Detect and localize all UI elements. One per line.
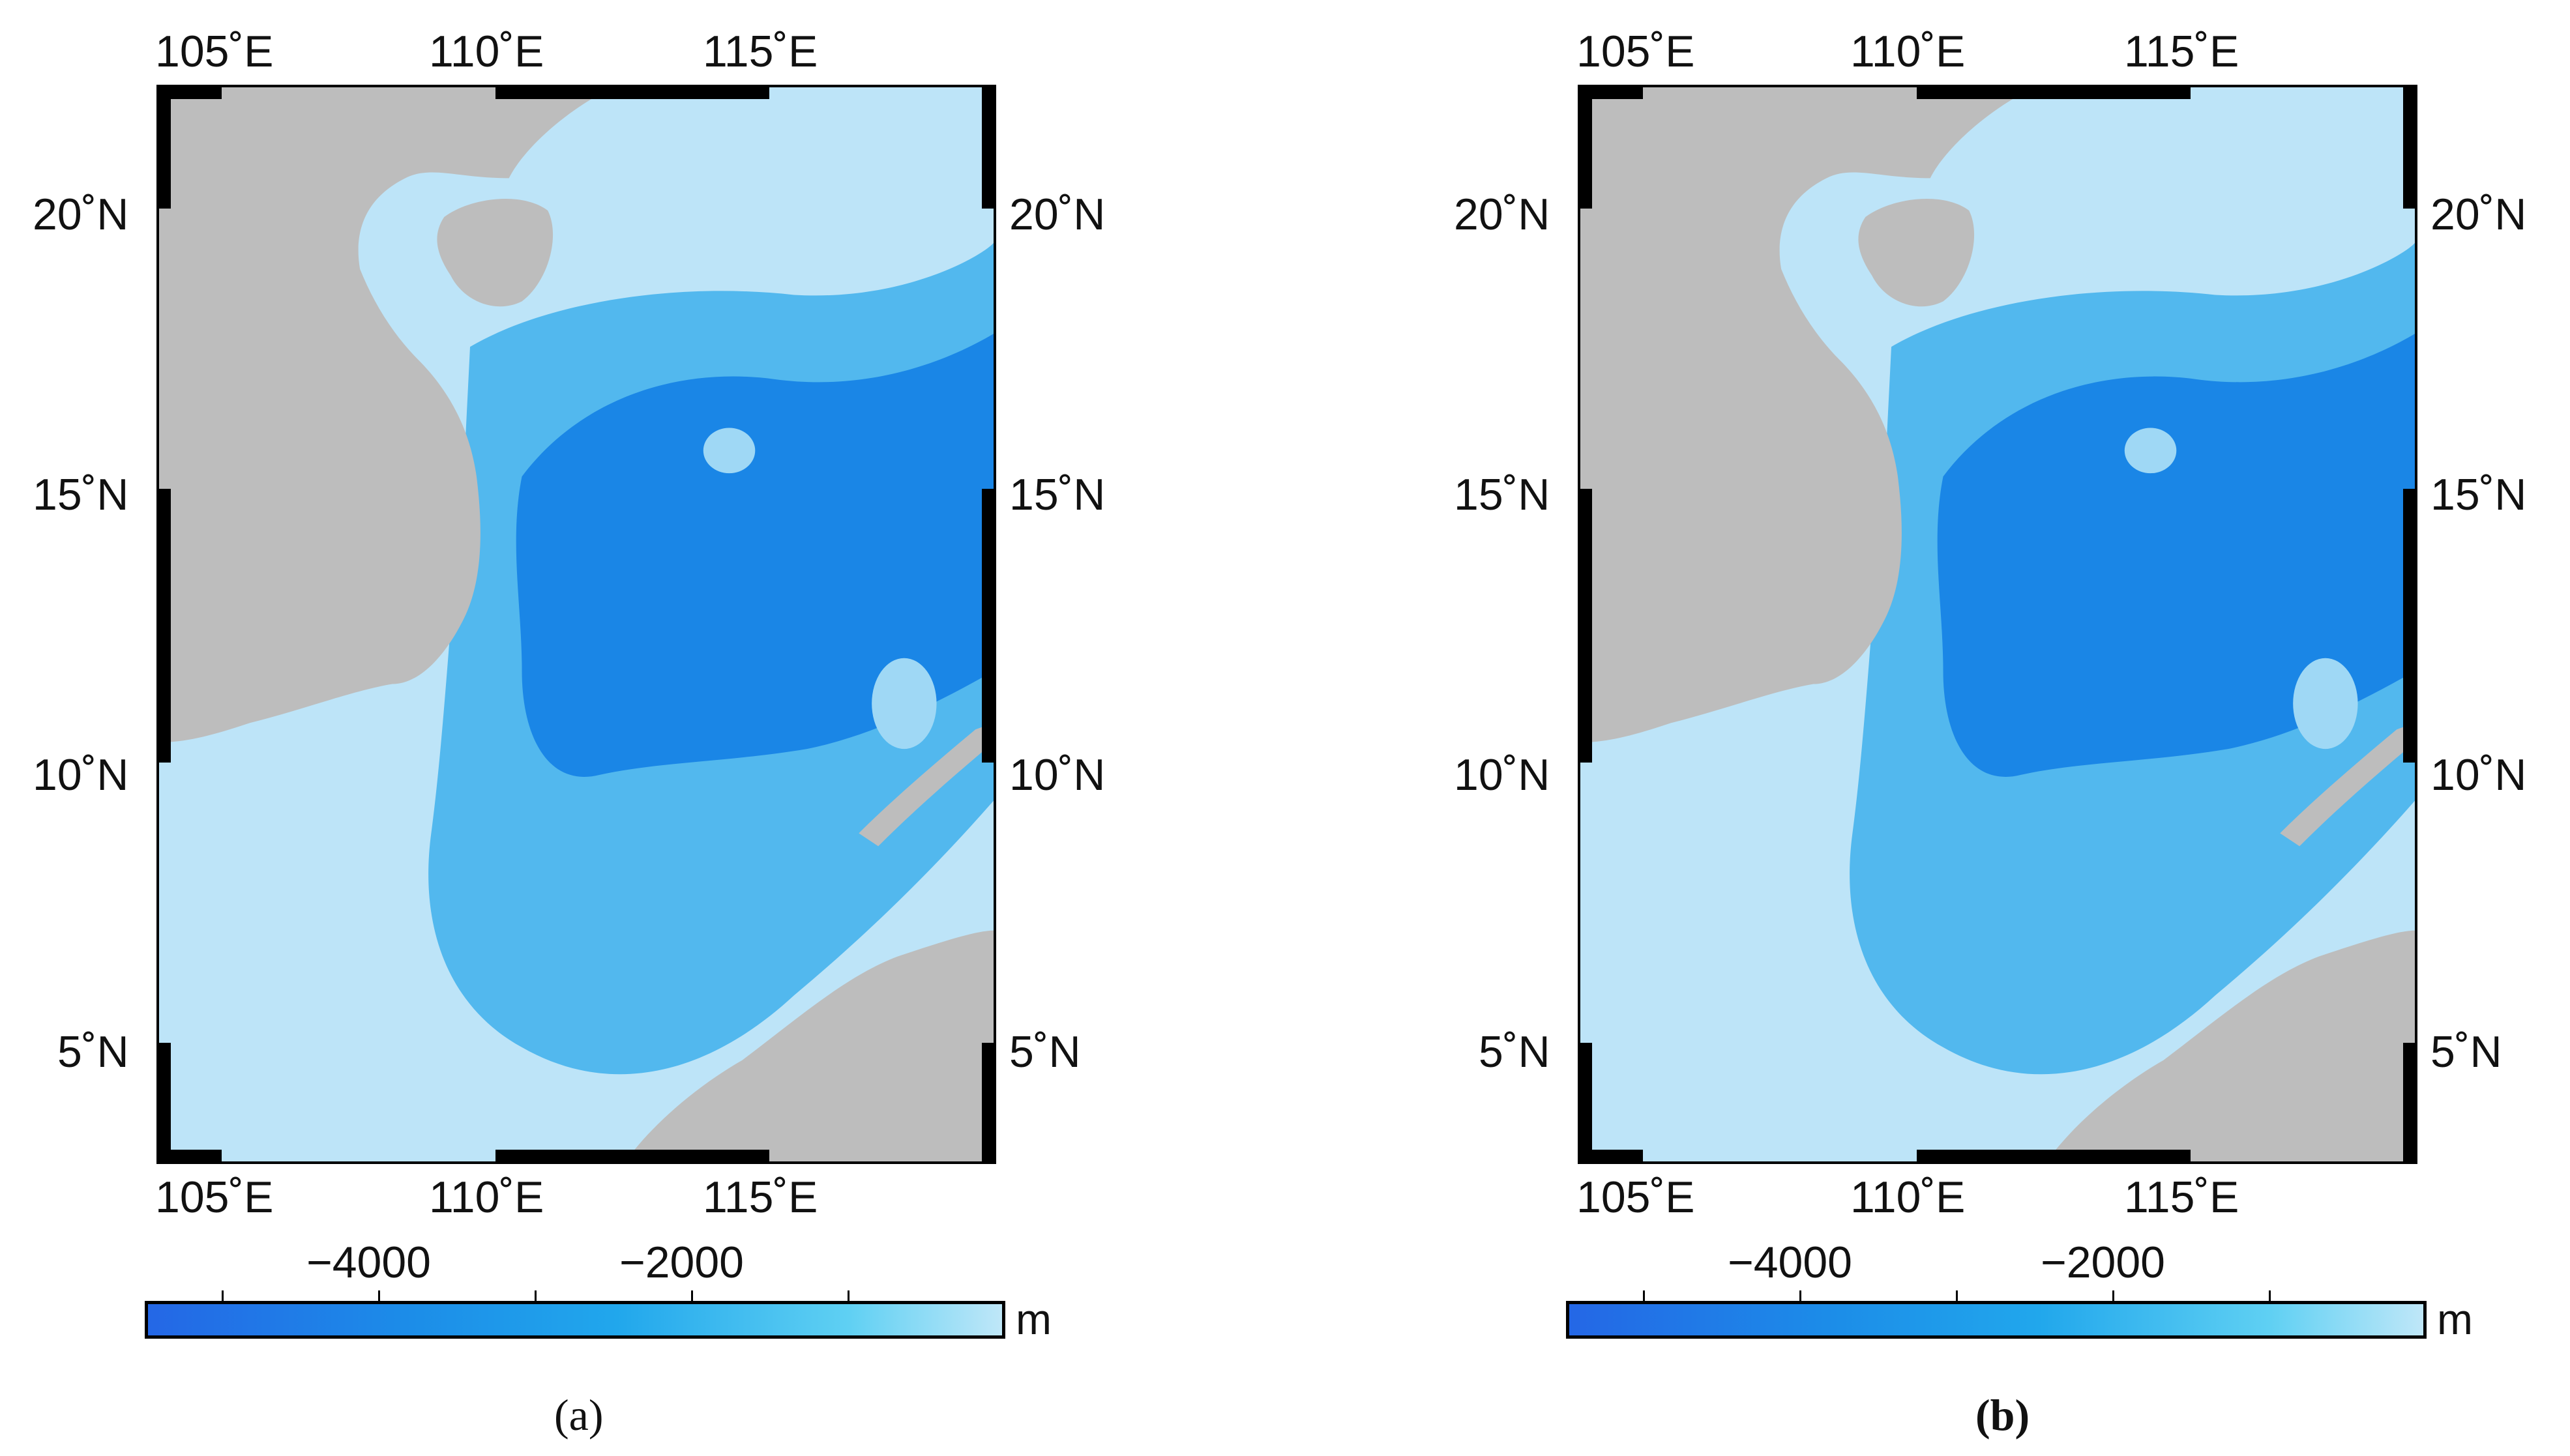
lat-tick-right: 15˚N — [1009, 470, 1106, 519]
lon-tick-top: 110˚E — [1850, 27, 1966, 76]
lon-tick-top: 105˚E — [1576, 27, 1695, 76]
colorbar-label: −2000 — [2041, 1238, 2165, 1287]
land-hainan — [1858, 199, 1975, 307]
shoal-feature — [2293, 658, 2358, 750]
frame-strip — [1578, 85, 1592, 209]
land-palawan — [859, 723, 994, 847]
lat-tick-left: 10˚N — [1454, 750, 1550, 800]
land-indochina — [159, 87, 613, 743]
frame-strip — [156, 85, 171, 209]
land-borneo — [2046, 930, 2415, 1161]
lon-tick-bottom: 110˚E — [429, 1172, 544, 1222]
frame-strip — [2403, 85, 2417, 209]
land-borneo — [625, 930, 994, 1161]
frame-strip — [156, 489, 171, 763]
frame-strip — [1578, 489, 1592, 763]
lon-tick-top: 115˚E — [2124, 27, 2239, 76]
colorbar-tick — [222, 1290, 224, 1301]
lat-tick-left: 15˚N — [1454, 470, 1550, 519]
colorbar-tick — [2112, 1290, 2114, 1301]
lon-tick-bottom: 115˚E — [703, 1172, 818, 1222]
colorbar-tick — [378, 1290, 380, 1301]
colorbar-tick — [2269, 1290, 2271, 1301]
frame-strip — [156, 85, 222, 99]
lat-tick-left: 15˚N — [33, 470, 129, 519]
lat-tick-left: 20˚N — [1454, 190, 1550, 239]
frame-strip — [1578, 1043, 1592, 1164]
shoal-feature — [872, 658, 937, 750]
lat-tick-left: 10˚N — [33, 750, 129, 800]
lat-tick-left: 5˚N — [57, 1027, 129, 1077]
frame-strip — [1917, 1150, 2191, 1164]
colorbar-unit: m — [1016, 1295, 1052, 1343]
frame-strip — [2403, 489, 2417, 763]
lon-tick-bottom: 105˚E — [155, 1172, 274, 1222]
frame-strip — [982, 489, 996, 763]
panel-label-b: (b) — [1975, 1390, 2030, 1440]
land-indochina — [1580, 87, 2034, 743]
frame-strip — [1578, 1150, 1643, 1164]
lon-tick-top: 105˚E — [155, 27, 274, 76]
deep-basin — [1937, 334, 2415, 777]
bathymetry-map-b — [1578, 85, 2417, 1164]
frame-strip — [1917, 85, 2191, 99]
lat-tick-right: 5˚N — [1009, 1027, 1081, 1077]
lat-tick-right: 15˚N — [2430, 470, 2527, 519]
colorbar-b — [1566, 1301, 2427, 1339]
bathymetry-map-a — [156, 85, 996, 1164]
map-canvas-a — [159, 87, 994, 1161]
lon-tick-bottom: 110˚E — [1850, 1172, 1966, 1222]
frame-strip — [495, 85, 769, 99]
panel-label-a: (a) — [554, 1390, 604, 1440]
frame-strip — [495, 1150, 769, 1164]
deep-basin — [516, 334, 994, 777]
colorbar-tick — [1956, 1290, 1958, 1301]
lat-tick-right: 5˚N — [2430, 1027, 2502, 1077]
lon-tick-bottom: 115˚E — [2124, 1172, 2239, 1222]
lat-tick-right: 20˚N — [2430, 190, 2527, 239]
frame-strip — [982, 85, 996, 209]
land-palawan — [2280, 723, 2415, 847]
frame-strip — [156, 1150, 222, 1164]
colorbar-label: −4000 — [306, 1238, 431, 1287]
frame-strip — [982, 1043, 996, 1164]
colorbar-tick — [1799, 1290, 1801, 1301]
colorbar-a — [145, 1301, 1005, 1339]
colorbar-label: −2000 — [619, 1238, 744, 1287]
panel-a: 105˚E 110˚E 115˚E 105˚E 110˚E 115˚E 20˚N… — [0, 0, 1239, 1456]
colorbar-tick — [535, 1290, 537, 1301]
colorbar-tick — [1643, 1290, 1645, 1301]
lat-tick-left: 20˚N — [33, 190, 129, 239]
lat-tick-right: 10˚N — [2430, 750, 2527, 800]
lat-tick-right: 20˚N — [1009, 190, 1106, 239]
lat-tick-left: 5˚N — [1479, 1027, 1550, 1077]
lat-tick-right: 10˚N — [1009, 750, 1106, 800]
land-hainan — [437, 199, 554, 307]
lon-tick-top: 110˚E — [429, 27, 544, 76]
frame-strip — [156, 1043, 171, 1164]
frame-strip — [1578, 85, 1643, 99]
map-canvas-b — [1580, 87, 2415, 1161]
colorbar-label: −4000 — [1728, 1238, 1852, 1287]
lon-tick-top: 115˚E — [703, 27, 818, 76]
colorbar-tick — [691, 1290, 693, 1301]
lon-tick-bottom: 105˚E — [1576, 1172, 1695, 1222]
colorbar-unit: m — [2437, 1295, 2473, 1343]
frame-strip — [2403, 1043, 2417, 1164]
panel-b: 105˚E 110˚E 115˚E 105˚E 110˚E 115˚E 20˚N… — [1421, 0, 2570, 1456]
shoal-feature — [2124, 428, 2177, 474]
colorbar-tick — [848, 1290, 849, 1301]
shoal-feature — [703, 428, 756, 474]
